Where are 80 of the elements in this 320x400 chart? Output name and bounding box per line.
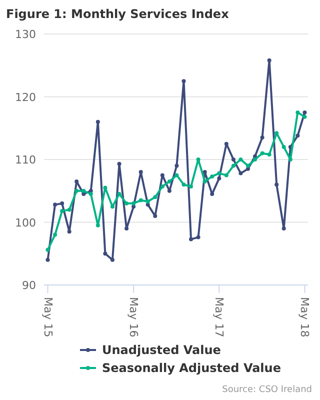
point: [138, 198, 143, 202]
point: [103, 186, 108, 190]
point: [82, 188, 86, 193]
y-tick-label: 120: [15, 90, 36, 104]
point: [217, 176, 222, 180]
y-tick-label: 100: [15, 216, 36, 230]
point: [46, 248, 50, 252]
point: [153, 214, 158, 218]
point: [67, 230, 72, 234]
point: [231, 158, 236, 162]
point: [110, 204, 114, 209]
point: [267, 58, 272, 62]
legend-label: Seasonally Adjusted Value: [102, 361, 281, 375]
point: [267, 152, 272, 156]
point: [189, 237, 194, 242]
y-tick-label: 110: [15, 154, 36, 166]
point: [253, 158, 258, 162]
point: [146, 200, 150, 204]
point: [132, 201, 136, 206]
point: [53, 232, 58, 237]
point: [282, 144, 286, 149]
point: [60, 208, 64, 213]
point: [138, 170, 143, 174]
point: [274, 182, 279, 187]
legend-label: Unadjusted Value: [102, 343, 221, 357]
point: [117, 162, 122, 166]
point: [196, 235, 200, 240]
point: [296, 110, 300, 114]
point: [153, 195, 158, 200]
point: [167, 188, 172, 193]
point: [202, 179, 207, 184]
point: [231, 164, 236, 168]
point: [182, 79, 186, 84]
point: [210, 192, 214, 196]
y-tick-label: 90: [22, 279, 36, 292]
point: [96, 223, 100, 228]
x-tick-label: May 18: [298, 297, 312, 338]
point: [182, 182, 186, 187]
point: [224, 173, 228, 178]
x-tick-label: May 17: [212, 297, 226, 338]
point: [96, 120, 100, 124]
point: [46, 258, 50, 262]
point: [67, 208, 72, 212]
point: [260, 136, 264, 140]
point: [202, 170, 207, 174]
point: [246, 166, 250, 171]
point: [124, 201, 129, 206]
point: [167, 179, 172, 184]
source-note: Source: CSO Ireland: [222, 385, 312, 395]
point: [174, 173, 179, 178]
point: [210, 174, 214, 178]
point: [246, 164, 250, 168]
point: [217, 171, 222, 176]
point: [238, 171, 243, 176]
point: [260, 151, 264, 156]
y-tick-label: 130: [15, 28, 36, 41]
point: [103, 252, 108, 256]
point: [53, 202, 58, 207]
point: [160, 173, 164, 178]
point: [60, 201, 64, 206]
point: [224, 142, 228, 146]
point: [302, 110, 307, 114]
point: [74, 179, 79, 184]
point: [288, 158, 292, 162]
point: [117, 192, 122, 196]
point: [296, 134, 300, 138]
point: [160, 184, 164, 188]
point: [282, 226, 286, 231]
point: [174, 164, 179, 168]
point: [88, 192, 93, 196]
chart-title: Figure 1: Monthly Services Index: [6, 7, 230, 21]
x-tick-label: May 16: [127, 297, 140, 338]
point: [238, 158, 243, 162]
point: [74, 188, 79, 193]
point: [110, 258, 114, 262]
point: [302, 114, 307, 119]
point: [124, 226, 129, 231]
x-tick-label: May 15: [41, 297, 54, 338]
point: [189, 184, 194, 188]
point: [196, 158, 200, 162]
